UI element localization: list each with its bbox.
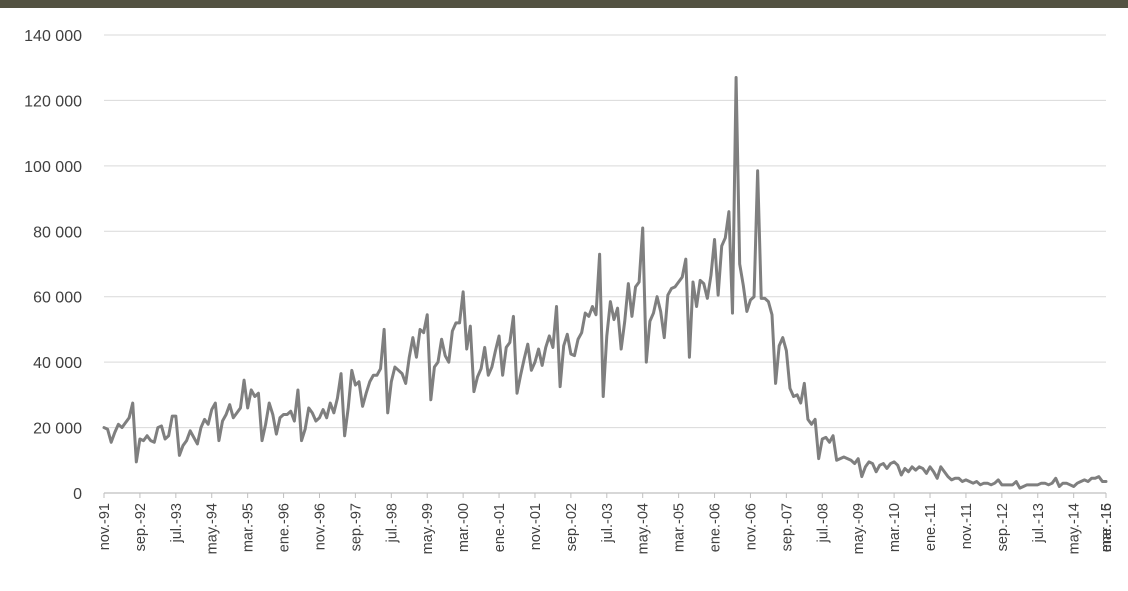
x-tick-label: may.-94	[205, 503, 221, 554]
x-tick-label: sep.-97	[348, 503, 364, 551]
x-tick-label: sep.-12	[995, 503, 1011, 551]
y-tick-label: 100 000	[24, 159, 82, 176]
y-tick-label: 80 000	[33, 224, 82, 241]
x-tick-label: ene.-11	[923, 503, 939, 551]
x-tick-label: may.-09	[851, 503, 867, 554]
x-tick-label: jul.-93	[169, 503, 185, 544]
x-tick-label: ene.-96	[277, 503, 293, 552]
x-tick-label: jul.-98	[384, 503, 400, 544]
x-tick-label: ene.-16	[1099, 503, 1115, 552]
series-layer	[102, 76, 1108, 490]
x-tick-label: nov.-11	[959, 503, 975, 549]
x-tick-label: nov.-96	[312, 503, 328, 550]
x-tick-label: ene.-01	[492, 503, 508, 552]
x-tick-label: sep.-92	[133, 503, 149, 551]
x-tick-label: jul.-03	[600, 503, 616, 544]
y-tick-label: 120 000	[24, 93, 82, 110]
x-tick-label: mar.-10	[887, 503, 903, 552]
x-tick-label: mar.-95	[241, 503, 257, 552]
x-tick-label: jul.-13	[1031, 503, 1047, 544]
x-tick-label: sep.-02	[564, 503, 580, 551]
series-line	[102, 76, 1108, 490]
x-tick-label: nov.-01	[528, 503, 544, 550]
gridlines	[104, 34, 1106, 429]
x-tick-label: sep.-07	[779, 503, 795, 551]
y-tick-label: 140 000	[24, 28, 82, 45]
x-tick-label: may.-99	[420, 503, 436, 554]
x-axis-ticks: nov.-91 sep.-92 jul.-93 may.-94 mar.-95 ene.-…	[97, 493, 1115, 554]
y-tick-label: 60 000	[33, 290, 82, 307]
x-tick-label: mar.-05	[672, 503, 688, 552]
y-axis-ticks: 0 20 000 40 000 60 000 80 000 100 000 120 000 1…	[24, 28, 82, 503]
header-bar	[0, 0, 1128, 8]
x-tick-label: nov.-06	[743, 503, 759, 550]
x-tick-label: may.-14	[1067, 503, 1083, 554]
x-tick-label: mar.-15	[1099, 503, 1115, 552]
x-tick-label: ene.-06	[708, 503, 724, 552]
x-tick-label: jul.-08	[815, 503, 831, 544]
x-tick-label: nov.-91	[97, 503, 113, 550]
y-tick-label: 20 000	[33, 421, 82, 438]
y-tick-label: 0	[73, 486, 82, 503]
x-tick-label: mar.-00	[456, 503, 472, 552]
x-tick-label: may.-04	[636, 503, 652, 554]
y-tick-label: 40 000	[33, 355, 82, 372]
